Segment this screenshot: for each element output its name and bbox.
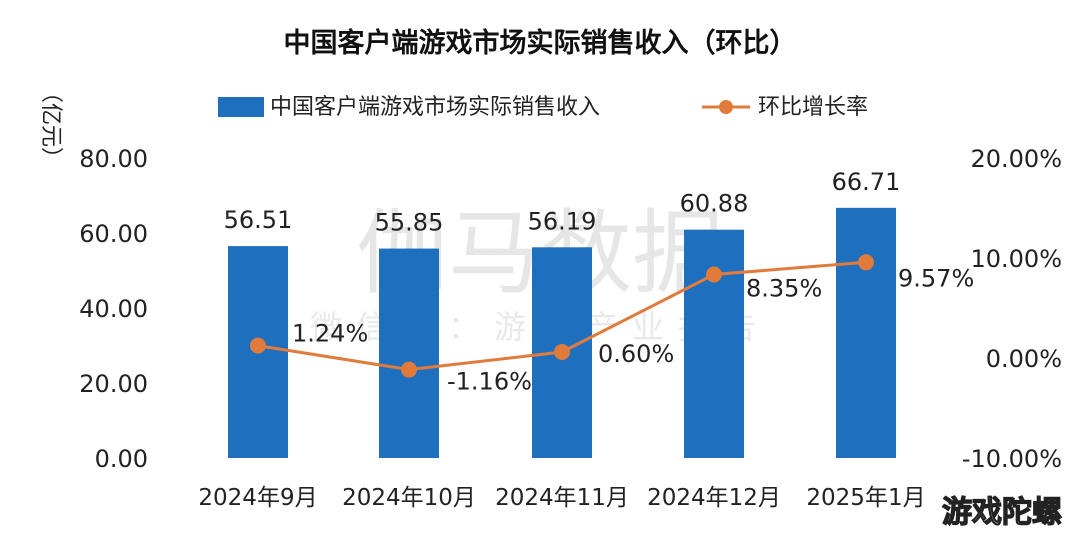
- x-tick-label: 2024年12月: [647, 485, 781, 511]
- bar-value-label: 66.71: [832, 168, 901, 196]
- y-tick-label: 60.00: [79, 220, 148, 248]
- y2-tick-label: 10.00%: [970, 245, 1062, 273]
- growth-value-label: 8.35%: [746, 275, 822, 303]
- x-tick-label: 2024年10月: [342, 485, 476, 511]
- y2-axis-ticks: -10.00% 0.00% 10.00% 20.00%: [962, 145, 1062, 473]
- x-axis-ticks: 2024年9月 2024年10月 2024年11月 2024年12月 2025年1月: [198, 485, 925, 511]
- growth-point: [250, 337, 266, 354]
- growth-point: [706, 266, 722, 283]
- y-tick-label: 80.00: [79, 145, 148, 173]
- y2-tick-label: 0.00%: [986, 345, 1062, 373]
- growth-value-label: 1.24%: [292, 320, 368, 348]
- y-axis-ticks: 0.00 20.00 40.00 60.00 80.00: [79, 145, 148, 473]
- y-tick-label: 40.00: [79, 295, 148, 323]
- y2-tick-label: 20.00%: [970, 145, 1062, 173]
- growth-value-label: -1.16%: [447, 368, 532, 396]
- legend: 中国客户端游戏市场实际销售收入 环比增长率: [218, 95, 868, 120]
- line-series: 1.24% -1.16% 0.60% 8.35% 9.57%: [250, 254, 974, 396]
- chart-title: 中国客户端游戏市场实际销售收入（环比）: [284, 27, 797, 59]
- bar-value-labels: 56.51 55.85 56.19 60.88 66.71: [224, 168, 901, 237]
- corner-logo-text: 游戏陀螺: [942, 495, 1062, 530]
- x-tick-label: 2024年11月: [495, 485, 629, 511]
- legend-line-marker: [719, 100, 733, 114]
- bar-series: [228, 207, 896, 458]
- x-tick-label: 2025年1月: [806, 485, 925, 511]
- y-axis-label: （亿元）: [38, 81, 63, 169]
- growth-value-label: 0.60%: [598, 340, 674, 368]
- x-tick-label: 2024年9月: [198, 485, 317, 511]
- bar: [684, 229, 744, 458]
- bar: [379, 248, 439, 458]
- growth-point: [554, 344, 570, 360]
- bar-value-label: 60.88: [680, 190, 749, 218]
- y-tick-label: 0.00: [95, 445, 148, 473]
- legend-bar-swatch: [218, 97, 264, 117]
- growth-point: [401, 361, 417, 378]
- y2-tick-label: -10.00%: [962, 445, 1062, 473]
- growth-point: [858, 254, 874, 271]
- growth-value-label: 9.57%: [898, 264, 974, 292]
- bar: [836, 207, 896, 458]
- y-tick-label: 20.00: [79, 370, 148, 398]
- legend-bar-label: 中国客户端游戏市场实际销售收入: [270, 95, 600, 120]
- bar-value-label: 56.19: [528, 207, 597, 235]
- bar-value-label: 55.85: [375, 209, 444, 237]
- bar-value-label: 56.51: [224, 206, 293, 234]
- legend-line-label: 环比增长率: [758, 95, 868, 120]
